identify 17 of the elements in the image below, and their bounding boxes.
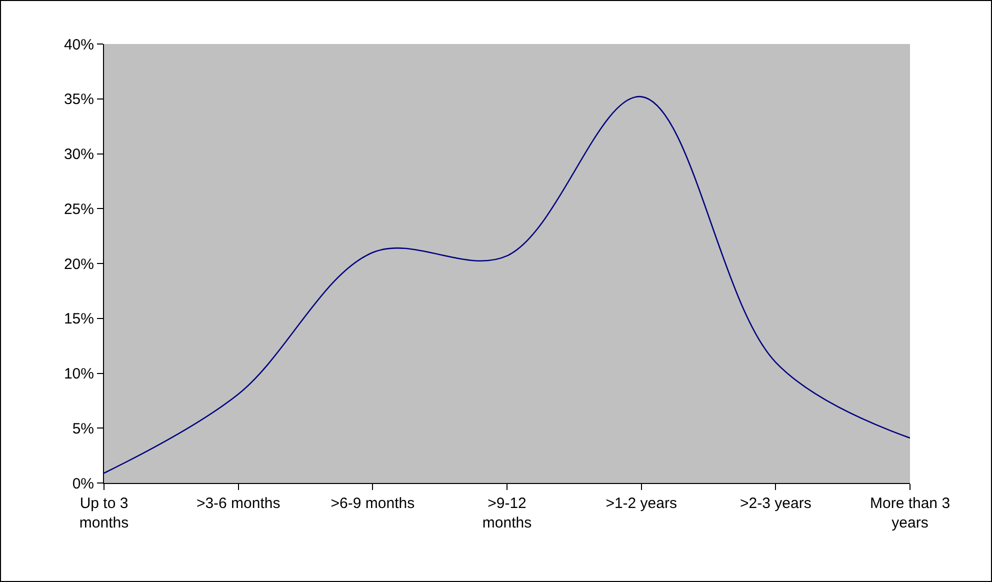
line-series: [104, 96, 910, 474]
x-tick-label: Up to 3 months: [79, 495, 129, 532]
y-tick-label: 35%: [64, 91, 94, 108]
x-tick-label: >1-2 years: [606, 495, 677, 512]
x-tick-label: More than 3 years: [870, 495, 950, 532]
y-tick-label: 25%: [64, 200, 94, 218]
x-tick-label: >2-3 years: [740, 495, 812, 512]
y-tick-label: 10%: [64, 366, 94, 382]
x-tick-label: >3-6 months: [196, 495, 280, 512]
y-tick-label: 40%: [64, 36, 94, 54]
x-tick-label: >6-9 months: [330, 495, 415, 512]
y-tick-label: 5%: [72, 420, 94, 438]
y-tick-label: 30%: [64, 146, 94, 163]
y-tick-label: 15%: [64, 310, 94, 328]
y-tick-label: 0%: [72, 475, 94, 492]
x-tick-label: >9-12 months: [482, 495, 532, 532]
y-tick-label: 20%: [64, 256, 94, 273]
